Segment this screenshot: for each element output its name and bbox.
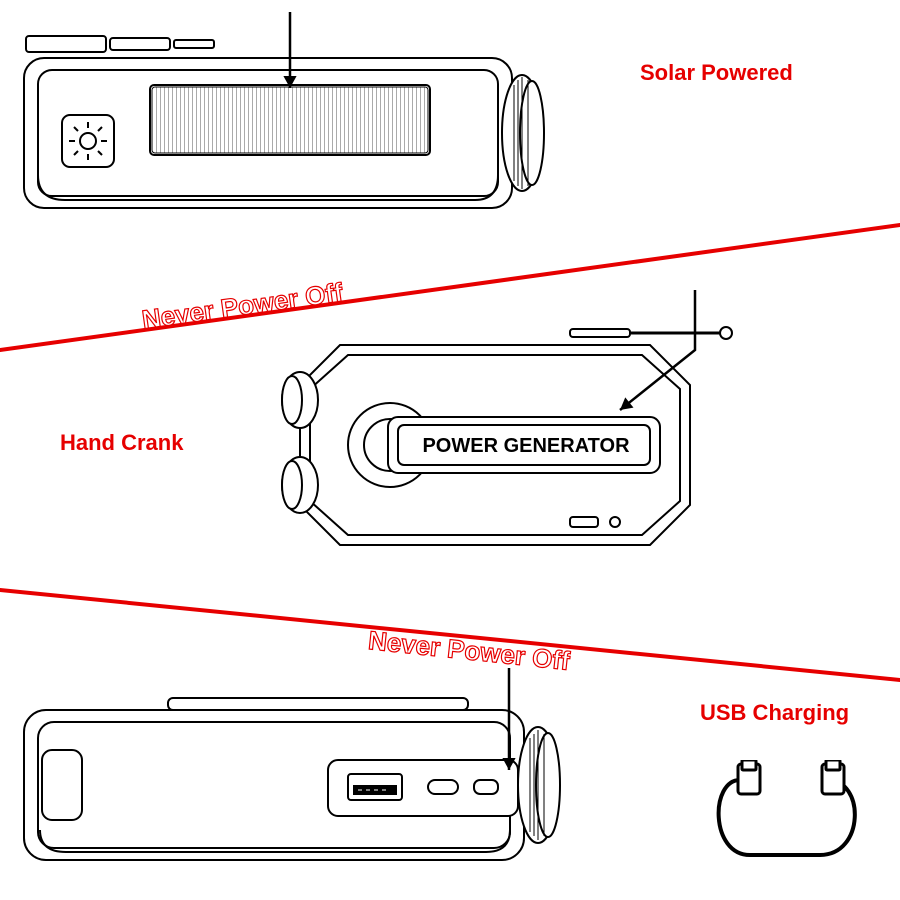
usb-cable-icon [700, 760, 880, 890]
infographic-canvas: POWER GENERATOR [0, 0, 900, 900]
label-hand-crank: Hand Crank [60, 430, 183, 456]
label-solar-powered: Solar Powered [640, 60, 793, 86]
label-usb-charging: USB Charging [700, 700, 849, 726]
